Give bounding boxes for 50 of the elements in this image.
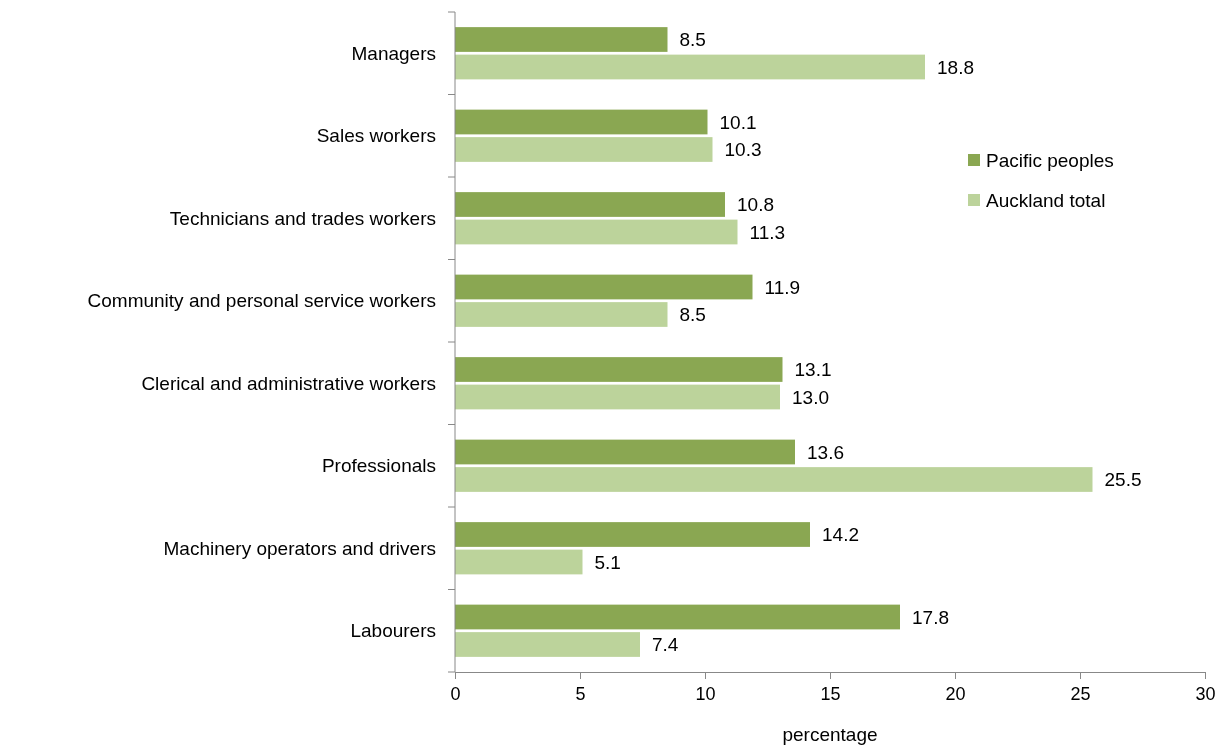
y-tick-label: Professionals — [321, 455, 436, 477]
data-label: 11.3 — [749, 221, 786, 243]
bar — [455, 439, 795, 465]
data-label: 10.8 — [737, 194, 774, 216]
x-tick-label: 30 — [1195, 684, 1216, 704]
bar — [455, 632, 640, 657]
data-label: 7.4 — [652, 634, 679, 656]
x-tick-label: 15 — [820, 684, 841, 704]
data-label: 14.2 — [822, 524, 859, 546]
bar — [455, 384, 780, 410]
x-tick-label: 10 — [695, 684, 716, 704]
x-tick-label: 20 — [945, 684, 966, 704]
y-tick-label: Labourers — [350, 620, 436, 642]
x-tick-label: 5 — [575, 684, 586, 704]
x-tick-label: 0 — [450, 684, 461, 704]
bar — [455, 604, 900, 630]
y-tick-label: Technicians and trades workers — [169, 207, 436, 229]
legend-label: Pacific peoples — [986, 149, 1114, 171]
data-label: 10.3 — [724, 139, 762, 161]
data-label: 8.5 — [679, 29, 706, 51]
data-label: 13.0 — [792, 386, 829, 408]
data-label: 25.5 — [1104, 469, 1142, 491]
bar — [455, 109, 708, 135]
bar — [455, 27, 668, 52]
y-tick-label: Clerical and administrative workers — [141, 372, 436, 394]
data-label: 18.8 — [937, 56, 974, 78]
data-label: 13.1 — [794, 359, 832, 381]
data-label: 8.5 — [679, 304, 706, 326]
y-tick-label: Community and personal service workers — [87, 290, 436, 312]
bar — [455, 357, 783, 382]
bar — [455, 302, 668, 327]
y-tick-label: Sales workers — [316, 125, 436, 147]
data-label: 13.6 — [807, 441, 844, 463]
data-label: 5.1 — [594, 551, 621, 573]
x-axis-title: percentage — [782, 724, 878, 745]
bar — [455, 549, 583, 575]
bar — [455, 54, 925, 80]
bar — [455, 219, 738, 245]
y-tick-label: Managers — [351, 42, 436, 64]
legend-label: Auckland total — [986, 189, 1106, 211]
x-tick-label: 25 — [1070, 684, 1091, 704]
data-label: 10.1 — [719, 111, 757, 133]
data-label: 11.9 — [764, 276, 801, 298]
bar — [455, 192, 725, 217]
bar — [455, 467, 1093, 492]
bar — [455, 274, 753, 300]
data-label: 17.8 — [912, 606, 949, 628]
bar — [455, 137, 713, 162]
bar — [455, 522, 810, 547]
y-tick-label: Machinery operators and drivers — [163, 537, 436, 559]
